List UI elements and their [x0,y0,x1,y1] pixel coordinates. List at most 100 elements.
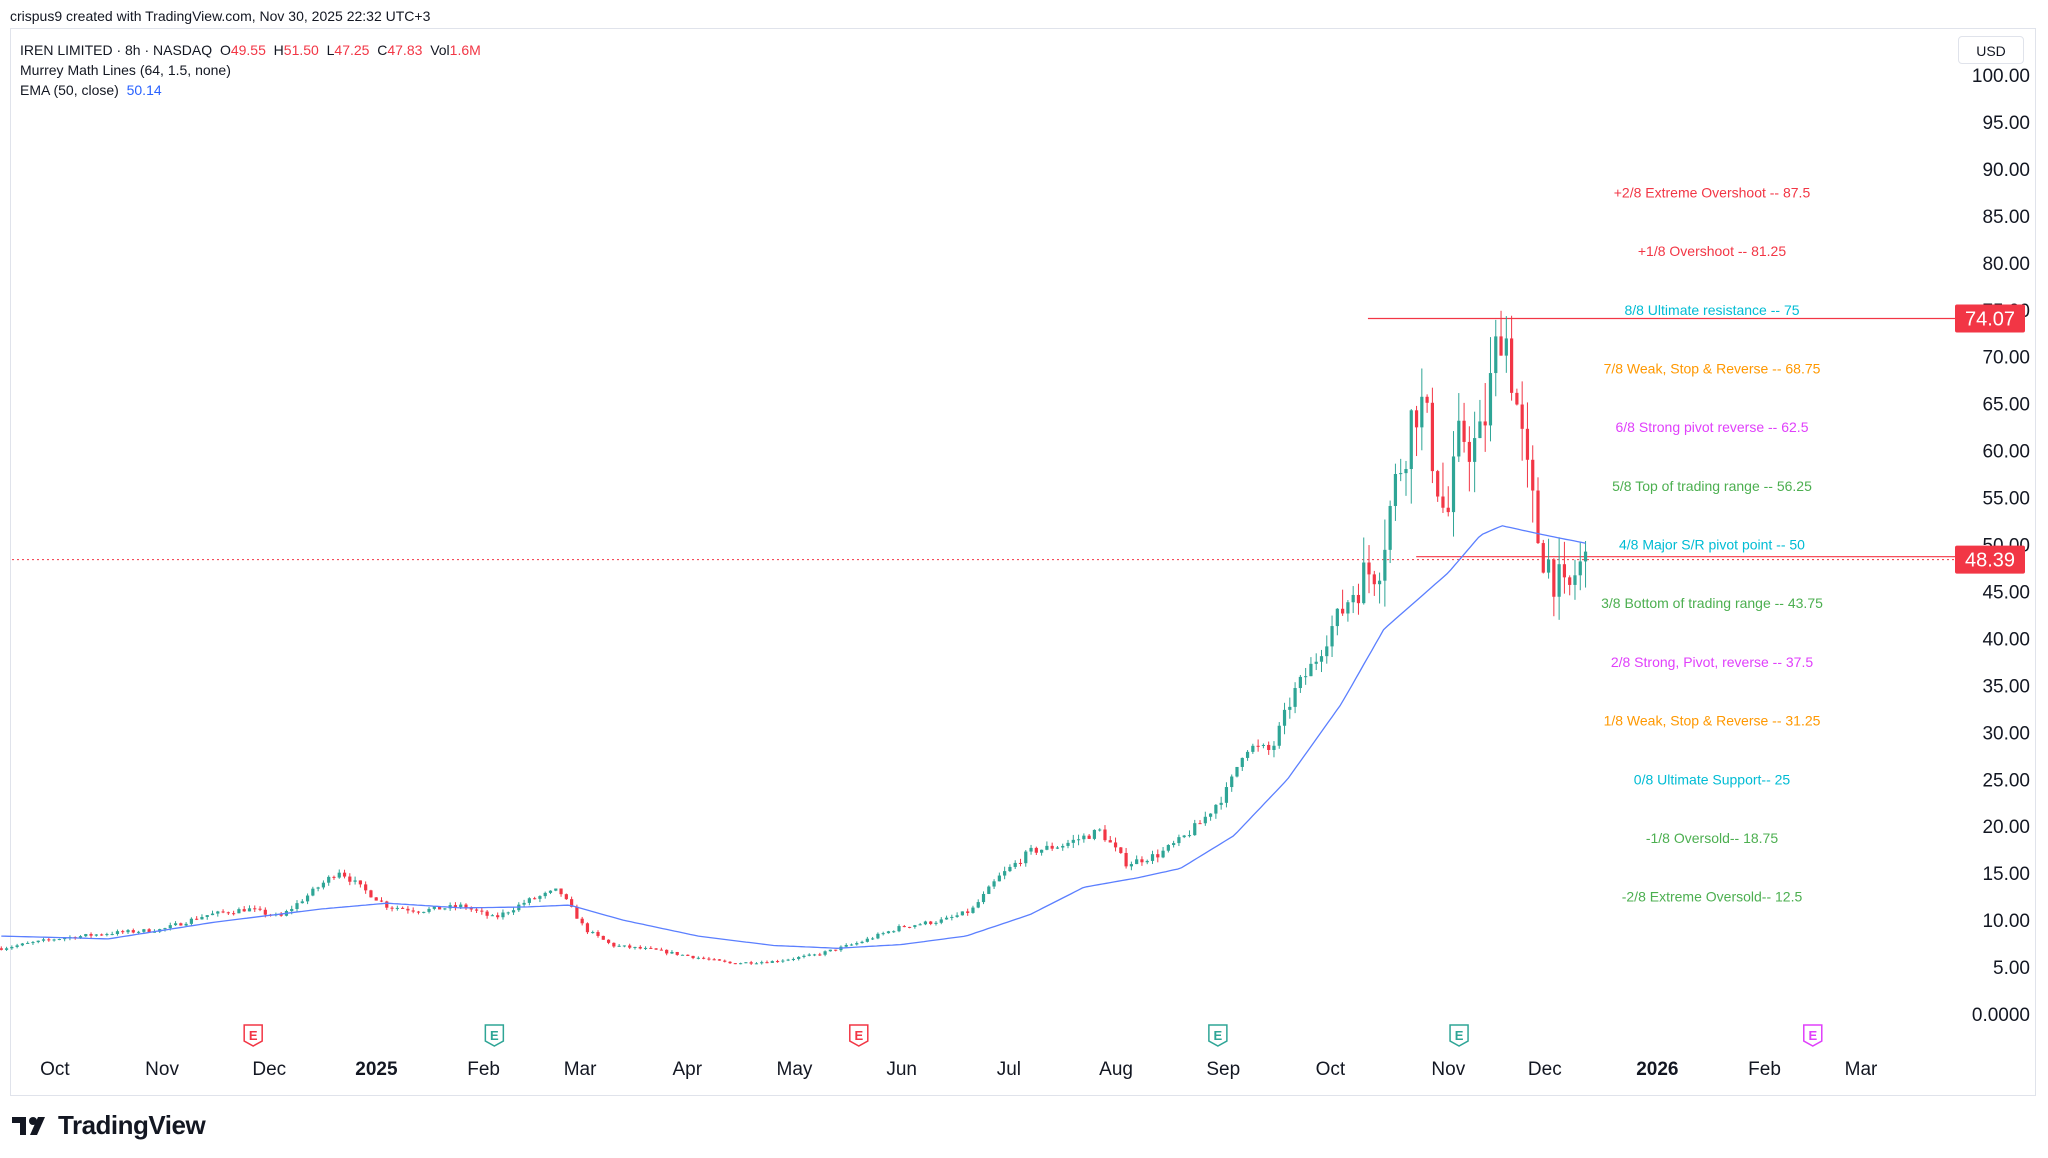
candle-body [152,931,157,933]
time-tick-label: Mar [1845,1059,1878,1080]
candle-body [1140,859,1144,863]
candle-body [1414,410,1419,428]
candle-body [1504,338,1508,356]
candle-body [754,963,759,965]
candle-body [1393,473,1398,506]
candle-body [929,921,933,924]
candle-body [1293,688,1297,707]
candle-body [923,921,928,925]
candle-body [136,931,141,933]
tradingview-logo-text: TradingView [58,1110,206,1140]
candle-body [1341,608,1345,614]
candle-body [812,954,817,956]
candle-body [242,909,246,912]
price-tick-label: 25.00 [1982,770,2030,791]
candle-body [1272,745,1276,750]
candle-body [490,915,495,917]
earnings-marker-icon[interactable]: E [849,1024,869,1047]
candle-body [992,881,996,887]
candle-body [1562,564,1567,578]
earnings-marker-icon[interactable]: E [1449,1024,1469,1047]
candle-body [247,908,252,912]
earnings-marker-icon[interactable]: E [243,1024,263,1047]
time-tick-label: May [777,1059,813,1080]
candle-body [712,959,716,961]
indicator-ema[interactable]: EMA (50, close) 50.14 [20,80,481,100]
candle-body [47,939,51,941]
candle-body [374,897,378,901]
candle-body [1045,845,1049,850]
volume-value: 1.6M [449,42,481,58]
candle-body [1224,787,1229,803]
murrey-indicator-label: Murrey Math Lines (64, 1.5, none) [20,62,231,78]
candle-body [89,934,93,936]
candle-body [659,949,663,951]
candle-body [78,936,83,939]
candle-body [1193,823,1197,836]
candle-body [1282,709,1287,726]
candle-body [1008,866,1012,872]
candle-body [1208,813,1213,817]
candle-body [1383,549,1387,581]
murrey-level-label: -1/8 Oversold-- 18.75 [1646,830,1778,846]
earnings-marker-icon[interactable]: E [1803,1024,1823,1047]
earnings-marker-icon[interactable]: E [1208,1024,1228,1047]
candle-body [1003,871,1007,876]
low-value: 47.25 [334,42,370,58]
tradingview-logo-icon [12,1116,45,1135]
created-by-caption: crispus9 created with TradingView.com, N… [10,8,431,24]
candle-body [591,932,595,934]
earnings-marker-icon[interactable]: E [484,1024,505,1047]
candle-body [976,902,980,908]
candle-body [554,888,558,891]
symbol-name[interactable]: IREN LIMITED · 8h · NASDAQ [20,42,213,58]
price-tag-label: 74.07 [1965,308,2015,330]
price-tick-label: 80.00 [1982,254,2030,275]
candle-body [913,925,917,927]
candle-body [1557,564,1561,597]
candle-body [1552,559,1556,597]
candle-body [480,910,484,912]
ema-indicator-value: 50.14 [126,82,162,98]
candle-body [628,945,632,948]
murrey-level-label: 3/8 Bottom of trading range -- 43.75 [1601,595,1823,611]
candle-body [981,893,986,903]
price-tag-bg [1955,545,2025,574]
candle-body [0,948,3,950]
candle-body [802,955,806,957]
tradingview-logo[interactable]: TradingView [12,1110,206,1141]
volume-label: Vol [430,42,450,58]
candle-body [1013,862,1017,867]
candle-body [305,895,310,902]
indicator-murrey[interactable]: Murrey Math Lines (64, 1.5, none) [20,60,481,80]
candle-body [1457,420,1461,457]
candle-body [385,901,389,908]
candle-body [939,919,943,923]
earnings-marker-label: E [854,1028,863,1043]
candle-body [733,963,737,965]
candle-body [41,939,46,941]
murrey-level-label: 5/8 Top of trading range -- 56.25 [1612,478,1812,494]
candle-body [31,942,35,944]
candle-body [1372,574,1376,585]
candle-body [369,890,373,898]
candle-body [1055,847,1060,849]
time-axis[interactable]: Oct Nov Dec 2025 Feb Mar Apr May Jun Jul Aug Sep Oct… [40,1059,1878,1080]
currency-button[interactable]: USD [1958,36,2024,64]
murrey-level-label: 6/8 Strong pivot reverse -- 62.5 [1616,419,1809,435]
candle-body [358,880,362,885]
murrey-level-label: +2/8 Extreme Overshoot -- 87.5 [1614,184,1811,200]
candle-body [966,911,970,913]
earnings-marker-shape [484,1024,505,1047]
candle-body [469,908,473,910]
candle-body [94,934,98,936]
candle-body [1029,847,1033,852]
candle-body [944,917,949,920]
murrey-level-label: 8/8 Ultimate resistance -- 75 [1624,302,1799,318]
time-tick-label: Aug [1099,1059,1133,1080]
candle-body [1304,676,1308,678]
price-tick-label: 55.00 [1982,489,2030,510]
price-tag-label: 48.39 [1965,550,2015,572]
candle-body [834,949,838,951]
